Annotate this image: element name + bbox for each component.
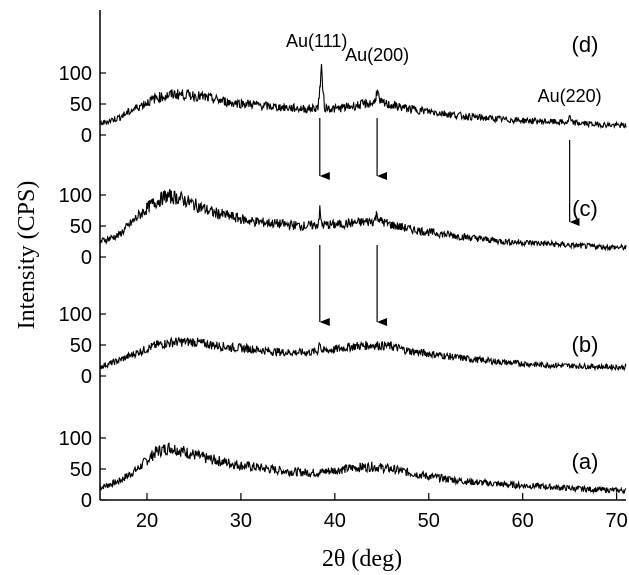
x-tick-label: 50 <box>418 510 440 532</box>
y-tick-label: 100 <box>59 304 92 326</box>
x-axis-title: 2θ (deg) <box>322 546 402 572</box>
series-label: (a) <box>572 449 599 474</box>
y-tick-label: 100 <box>59 63 92 85</box>
series-line-d <box>99 64 627 129</box>
y-tick-label: 50 <box>70 216 92 238</box>
x-tick-label: 40 <box>324 510 346 532</box>
y-tick-label: 0 <box>81 366 92 388</box>
annotations-group: Au(111)Au(200) Au(220) <box>286 31 602 326</box>
plots-group: (a) (b) (c) (d) <box>99 32 627 495</box>
y-tick-label: 50 <box>70 459 92 481</box>
y-tick-label: 100 <box>59 185 92 207</box>
axes-group <box>99 10 626 501</box>
peak-label: Au(111) <box>286 31 347 51</box>
series-label: (b) <box>572 332 599 357</box>
x-tick-label: 70 <box>605 510 627 532</box>
y-tick-label: 100 <box>59 428 92 450</box>
y-tick-label: 50 <box>70 94 92 116</box>
y-tick-label: 0 <box>81 247 92 269</box>
y-tick-label: 0 <box>81 490 92 512</box>
series-line-c <box>99 188 627 252</box>
x-tick-label: 60 <box>512 510 534 532</box>
x-tick-label: 30 <box>230 510 252 532</box>
series-line-b <box>99 336 627 372</box>
y-tick-label: 0 <box>81 125 92 147</box>
ticks-group: 20 30 40 50 60 70 0 50 100 0 50 100 0 50 100 0 50 100 <box>59 63 628 532</box>
y-tick-label: 50 <box>70 335 92 357</box>
series-line-a <box>99 442 627 495</box>
y-axis-title: Intensity (CPS) <box>14 181 40 330</box>
series-label: (d) <box>572 32 599 57</box>
peak-label: Au(200) <box>345 45 409 65</box>
peak-label: Au(220) <box>538 86 602 106</box>
series-label: (c) <box>572 196 598 221</box>
x-tick-label: 20 <box>136 510 158 532</box>
